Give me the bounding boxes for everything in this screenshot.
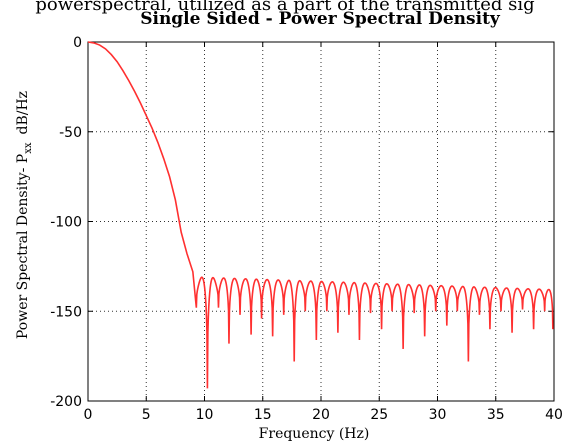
y-tick-label: 0 — [73, 35, 82, 51]
x-tick-label: 0 — [84, 407, 93, 423]
psd-series — [87, 41, 554, 389]
y-tick-label: -200 — [50, 394, 82, 410]
y-tick-label: -100 — [50, 215, 82, 231]
y-axis-label: Power Spectral Density- Pxx dB/Hz — [15, 91, 34, 339]
x-tick-label: 10 — [196, 407, 214, 423]
x-tick-label: 30 — [429, 407, 447, 423]
y-tick-label: -150 — [50, 304, 82, 320]
grid — [88, 42, 554, 401]
caption-fragment: powerspectral, utilized as a part of the… — [35, 0, 534, 15]
x-tick-label: 5 — [142, 407, 151, 423]
y-tick-label: -50 — [59, 125, 82, 141]
y-axis-label-subscript: xx — [23, 142, 34, 154]
y-axis-label-unit: dB/Hz — [15, 91, 31, 135]
x-tick-label: 25 — [370, 407, 388, 423]
y-axis-label-main: Power Spectral Density- P — [15, 154, 31, 339]
x-axis-label: Frequency (Hz) — [259, 426, 370, 442]
y-axis-label-group: Power Spectral Density- Pxx dB/Hz — [15, 91, 34, 339]
axis-ticks: 0 5 10 15 20 25 30 35 40 0 -50 -100 -150 -200 — [50, 35, 563, 423]
psd-line — [87, 41, 554, 389]
x-tick-label: 40 — [545, 407, 563, 423]
x-tick-label: 20 — [312, 407, 330, 423]
chart-title: Single Sided - Power Spectral Density — [140, 9, 501, 29]
x-tick-label: 15 — [254, 407, 272, 423]
x-tick-label: 35 — [487, 407, 505, 423]
